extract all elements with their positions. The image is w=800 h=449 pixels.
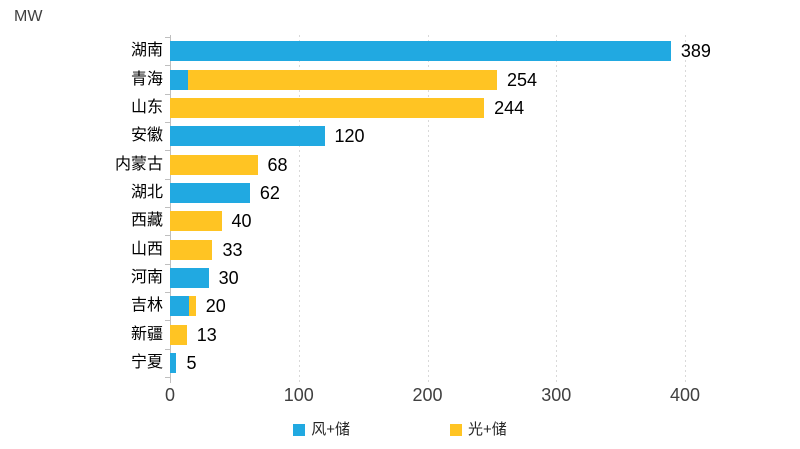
gridline (685, 35, 686, 383)
axis-row-tick (165, 37, 170, 38)
bar-segment (170, 69, 189, 90)
value-label: 30 (218, 267, 239, 288)
bar-segment (170, 126, 325, 147)
axis-row-tick (165, 348, 170, 350)
legend-label: 风+储 (311, 421, 350, 438)
category-label: 河南 (130, 268, 163, 286)
bar-segment (189, 296, 196, 317)
axis-row-tick (165, 150, 170, 152)
bar-segment (170, 296, 190, 317)
bar-segment (170, 41, 671, 62)
bar-segment (170, 182, 250, 203)
bar-segment (170, 239, 213, 260)
y-axis-line (170, 35, 171, 383)
legend-item: 风+储 (293, 422, 350, 437)
category-label: 青海 (130, 70, 163, 88)
bar-segment (170, 324, 187, 345)
legend: 风+储 光+储 (0, 422, 800, 437)
x-tick-label: 300 (541, 385, 572, 405)
x-tick-label: 0 (164, 385, 176, 405)
axis-row-tick (165, 122, 170, 123)
bar-segment (170, 154, 258, 175)
category-label: 山西 (130, 240, 163, 258)
unit-label: MW (14, 8, 43, 25)
axis-row-tick (165, 207, 170, 208)
category-label: 安徽 (130, 127, 163, 145)
bar-segment (188, 69, 498, 90)
axis-row-tick (165, 292, 170, 293)
axis-row-tick (165, 320, 170, 322)
category-label: 西藏 (130, 212, 163, 230)
category-label: 吉林 (130, 297, 163, 315)
value-label: 254 (507, 69, 538, 90)
axis-row-tick (165, 235, 170, 237)
bar-segment (170, 352, 177, 373)
category-label: 内蒙古 (114, 155, 163, 173)
x-tick-label: 100 (283, 385, 314, 405)
x-tick-label: 400 (669, 385, 701, 405)
legend-swatch (450, 423, 462, 436)
x-tick-label: 200 (412, 385, 443, 405)
bar-segment (170, 97, 485, 118)
category-label: 湖北 (130, 183, 163, 201)
value-label: 20 (205, 296, 226, 317)
value-label: 5 (186, 352, 197, 373)
value-label: 68 (267, 154, 288, 175)
value-label: 33 (222, 239, 243, 260)
category-label: 宁夏 (130, 353, 163, 371)
legend-item: 光+储 (450, 422, 507, 437)
value-label: 389 (680, 41, 711, 62)
axis-row-tick (165, 178, 170, 180)
bar-segment (170, 267, 209, 288)
axis-row-tick (165, 93, 170, 95)
axis-row-tick (165, 263, 170, 265)
gridline (298, 35, 300, 383)
value-label: 13 (196, 324, 217, 345)
axis-row-tick (165, 65, 170, 67)
legend-swatch (293, 423, 306, 436)
gridline (556, 35, 558, 383)
category-label: 山东 (130, 98, 163, 116)
value-label: 244 (494, 97, 525, 118)
legend-label: 光+储 (468, 421, 507, 438)
value-label: 120 (334, 126, 365, 147)
gridline (427, 35, 429, 383)
value-label: 62 (259, 182, 280, 203)
category-label: 湖南 (130, 42, 163, 60)
bar-segment (170, 211, 222, 232)
value-label: 40 (231, 211, 252, 232)
axis-row-tick (165, 377, 170, 378)
category-label: 新疆 (130, 325, 163, 343)
